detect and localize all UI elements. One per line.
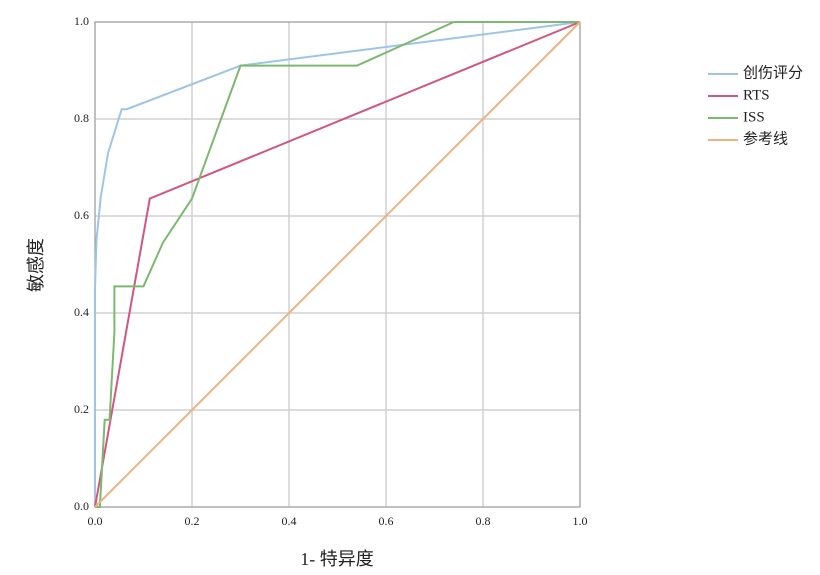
legend-label: RTS (743, 87, 770, 103)
x-tick-label: 0.4 (282, 514, 297, 528)
x-axis-title: 1- 特异度 (300, 549, 374, 569)
y-tick-label: 0.2 (74, 402, 89, 416)
x-tick-label: 1.0 (573, 514, 588, 528)
series-line (94, 21, 581, 508)
y-tick-label: 1.0 (74, 14, 89, 28)
y-tick-label: 0.6 (74, 208, 89, 222)
y-tick-label: 0.4 (74, 305, 89, 319)
x-tick-label: 0.8 (476, 514, 491, 528)
x-tick-label: 0.6 (379, 514, 394, 528)
series-line (94, 21, 581, 507)
y-axis-title: 敏感度 (26, 238, 46, 292)
legend-label: 参考线 (743, 130, 788, 147)
y-tick-label: 0.0 (74, 499, 89, 513)
x-tick-label: 0.2 (185, 514, 200, 528)
series-line (95, 21, 580, 508)
y-tick-label: 0.8 (74, 111, 89, 125)
series-line (94, 21, 581, 508)
x-tick-label: 0.0 (88, 514, 103, 528)
legend-label: ISS (743, 109, 765, 125)
legend-label: 创伤评分 (743, 64, 803, 81)
